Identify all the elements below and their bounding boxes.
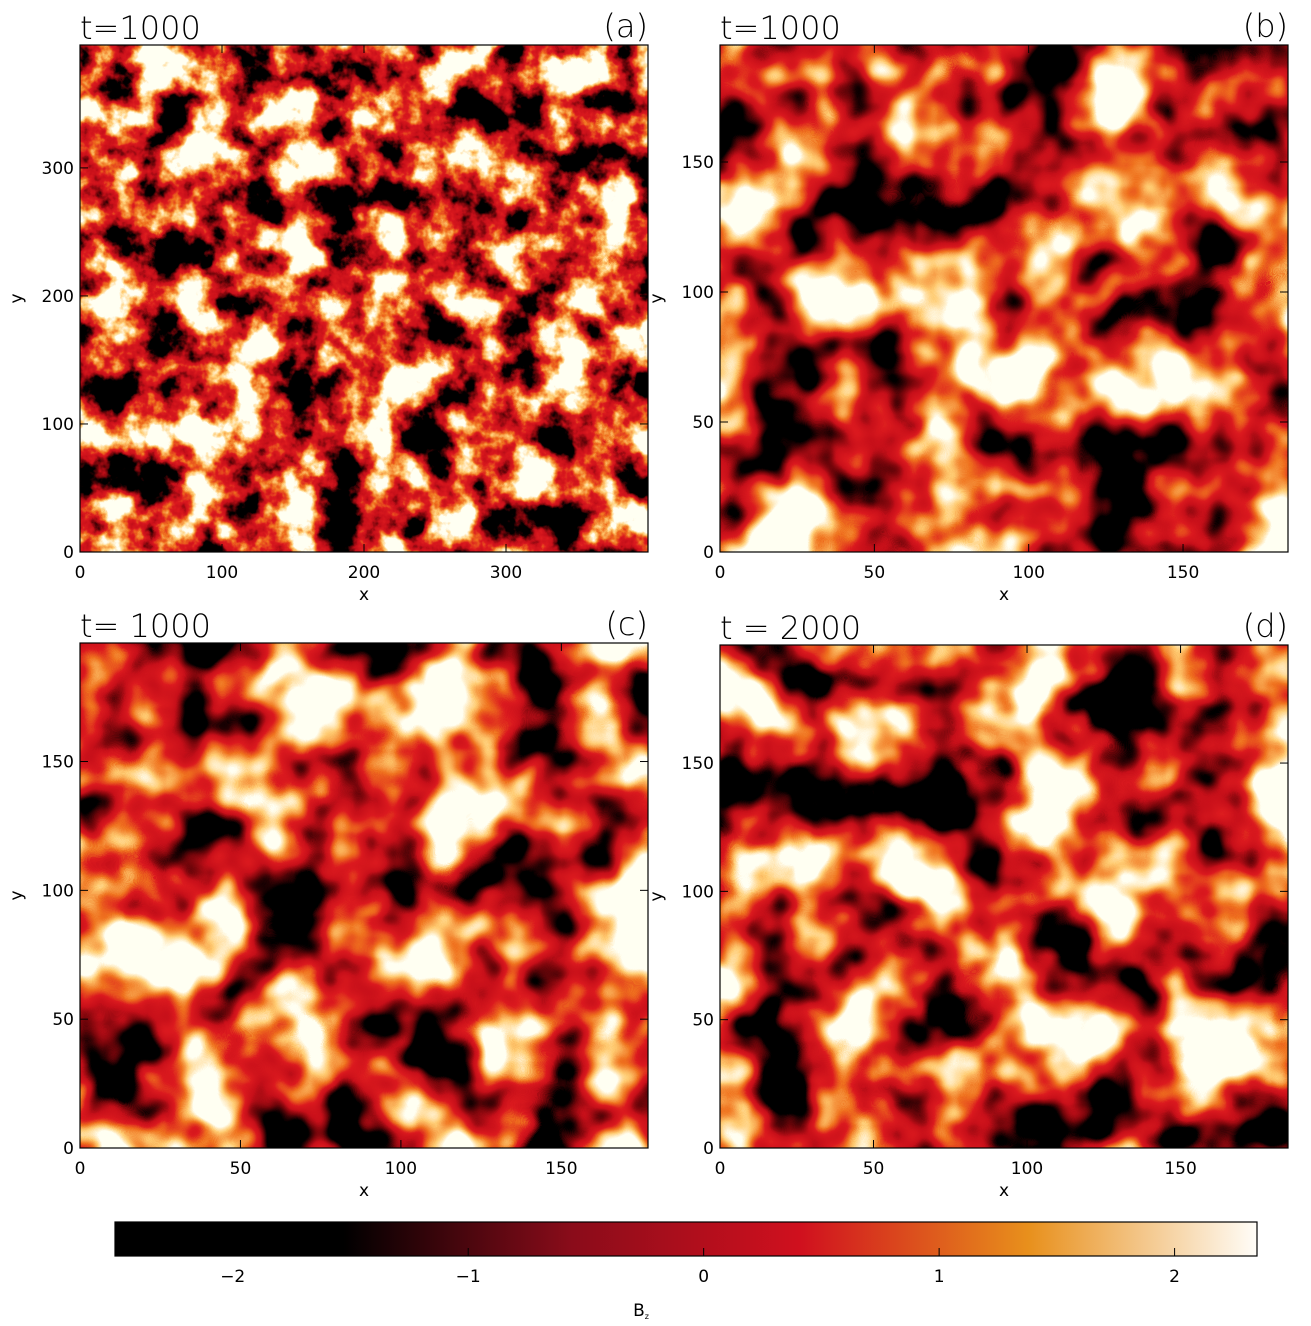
y-tick-label: 100: [42, 415, 74, 435]
panel-label: (c): [605, 605, 648, 643]
x-tick-label: 200: [348, 563, 380, 583]
y-tick-label: 0: [703, 543, 714, 563]
colorbar-tick-label: 0: [698, 1267, 709, 1287]
x-axis-label: x: [359, 1181, 369, 1201]
y-axis-label: y: [647, 891, 667, 901]
colorbar-tick-label: 1: [934, 1267, 945, 1287]
y-axis-label: y: [7, 890, 27, 900]
field-image: [80, 45, 648, 552]
colorbar: [114, 1221, 1258, 1257]
y-tick-label: 0: [63, 1139, 74, 1159]
y-tick-label: 0: [63, 543, 74, 563]
label-text: B: [633, 1301, 645, 1321]
panel-title: t = 2000: [720, 609, 861, 647]
y-tick-label: 100: [682, 882, 714, 902]
y-axis-label: y: [647, 293, 667, 303]
y-axis-label: y: [7, 293, 27, 303]
panel-title: t= 1000: [80, 607, 211, 645]
field-image: [80, 643, 648, 1148]
x-tick-label: 0: [75, 1159, 86, 1179]
x-tick-label: 100: [1011, 1159, 1043, 1179]
field-image: [720, 45, 1288, 552]
x-axis-label: x: [359, 585, 369, 605]
y-tick-label: 50: [52, 1010, 74, 1030]
panel-label: (b): [1243, 7, 1288, 45]
x-tick-label: 0: [715, 563, 726, 583]
y-tick-label: 0: [703, 1139, 714, 1159]
field-image: [720, 645, 1288, 1148]
x-tick-label: 50: [864, 563, 886, 583]
x-tick-label: 100: [1012, 563, 1044, 583]
x-tick-label: 300: [490, 563, 522, 583]
y-tick-label: 50: [692, 413, 714, 433]
y-tick-label: 50: [692, 1011, 714, 1031]
colorbar-tick-label: −2: [220, 1267, 245, 1287]
panel-label: (d): [1243, 607, 1288, 645]
panel-title: t=1000: [80, 9, 201, 47]
x-tick-label: 150: [545, 1159, 577, 1179]
plot-frame: [79, 642, 649, 1149]
colorbar-label: Bz: [633, 1301, 649, 1321]
y-tick-label: 150: [682, 153, 714, 173]
y-tick-label: 150: [682, 754, 714, 774]
y-tick-label: 200: [42, 287, 74, 307]
x-tick-label: 150: [1164, 1159, 1196, 1179]
x-tick-label: 50: [230, 1159, 252, 1179]
panel-title: t=1000: [720, 9, 841, 47]
x-axis-label: x: [999, 1181, 1009, 1201]
plot-frame: [719, 644, 1289, 1149]
y-tick-label: 150: [42, 753, 74, 773]
plot-frame: [719, 44, 1289, 553]
x-tick-label: 50: [863, 1159, 885, 1179]
colorbar-tick-label: 2: [1169, 1267, 1180, 1287]
x-tick-label: 0: [715, 1159, 726, 1179]
label-subscript: z: [645, 1312, 649, 1321]
panel-label: (a): [603, 7, 648, 45]
y-tick-label: 300: [42, 159, 74, 179]
x-tick-label: 0: [75, 563, 86, 583]
y-tick-label: 100: [682, 283, 714, 303]
colorbar-tick-label: −1: [456, 1267, 481, 1287]
x-tick-label: 100: [385, 1159, 417, 1179]
y-tick-label: 100: [42, 881, 74, 901]
x-tick-label: 100: [206, 563, 238, 583]
x-axis-label: x: [999, 585, 1009, 605]
x-tick-label: 150: [1167, 563, 1199, 583]
